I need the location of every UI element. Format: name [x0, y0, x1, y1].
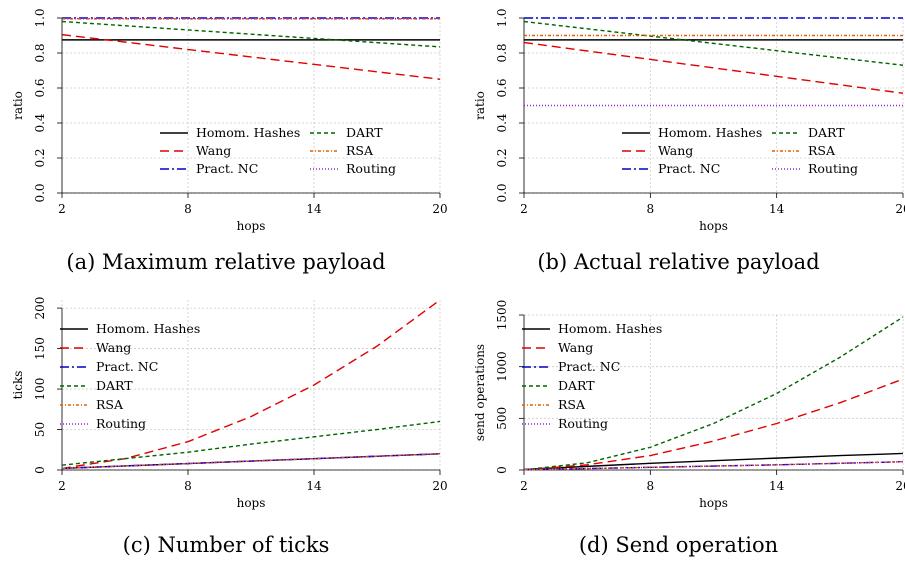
y-axis-label: send operations — [473, 344, 487, 441]
x-tick-label: 2 — [58, 202, 66, 216]
legend-label: Homom. Hashes — [96, 321, 200, 336]
legend-label: RSA — [808, 143, 836, 158]
chart-c: 0 50 100 150 200 2 8 14 20 hops ticks Homom. Hashes… — [11, 297, 448, 510]
series-line-wang — [523, 378, 904, 471]
series-line-dart — [523, 316, 904, 471]
legend-label: Homom. Hashes — [658, 125, 762, 140]
y-tick-label: 0.6 — [33, 78, 47, 97]
legend-label: RSA — [96, 397, 124, 412]
y-tick-label: 500 — [495, 407, 509, 430]
x-tick-label: 2 — [520, 202, 528, 216]
x-axis-label: hops — [699, 219, 728, 233]
x-tick-label: 8 — [184, 202, 192, 216]
legend-label: Homom. Hashes — [558, 321, 662, 336]
x-tick-label: 8 — [647, 202, 655, 216]
x-tick-label: 20 — [895, 202, 905, 216]
legend-label: Routing — [346, 161, 396, 176]
legend-label: RSA — [558, 397, 586, 412]
y-tick-label: 0 — [33, 466, 47, 474]
series-line-wang — [61, 33, 441, 80]
x-tick-label: 20 — [895, 479, 905, 493]
y-tick-label: 1.0 — [33, 8, 47, 27]
legend-label: Wang — [558, 340, 593, 355]
x-axis-label: hops — [699, 496, 728, 510]
x-tick-label: 14 — [769, 479, 785, 493]
y-tick-label: 50 — [33, 422, 47, 437]
y-tick-label: 150 — [33, 337, 47, 360]
x-tick-label: 20 — [432, 479, 447, 493]
y-tick-label: 0.8 — [495, 43, 509, 62]
chart-d: 0 500 1000 1500 2 8 14 20 hops send operations Hom… — [473, 300, 905, 510]
series-line-routing — [61, 453, 441, 470]
chart-a: 0.0 0.2 0.4 0.6 0.8 1.0 2 8 14 20 hops ratio Homom. … — [11, 8, 448, 233]
series-line-wang — [523, 41, 904, 94]
x-tick-label: 14 — [769, 202, 785, 216]
y-tick-label: 200 — [33, 297, 47, 320]
x-axis-label: hops — [237, 496, 266, 510]
y-axis-label: ratio — [11, 91, 25, 120]
legend-label: DART — [808, 125, 845, 140]
x-tick-label: 2 — [520, 479, 528, 493]
y-tick-label: 0.2 — [495, 148, 509, 167]
legend-label: Wang — [658, 143, 693, 158]
y-tick-label: 1.0 — [495, 8, 509, 27]
x-tick-label: 14 — [306, 202, 322, 216]
series-line-routing — [523, 461, 904, 471]
x-tick-label: 20 — [432, 202, 447, 216]
y-axis-label: ticks — [11, 371, 25, 400]
legend-label: Pract. NC — [558, 359, 620, 374]
legend-label: Routing — [96, 416, 146, 431]
legend-label: DART — [96, 378, 133, 393]
x-tick-label: 8 — [647, 479, 655, 493]
x-tick-label: 8 — [184, 479, 192, 493]
y-tick-label: 0.4 — [495, 113, 509, 132]
y-axis-label: ratio — [473, 91, 487, 120]
y-tick-label: 0.6 — [495, 78, 509, 97]
legend-label: Pract. NC — [96, 359, 158, 374]
y-tick-label: 1000 — [495, 351, 509, 382]
legend-label: Pract. NC — [196, 161, 258, 176]
y-tick-label: 0.8 — [33, 43, 47, 62]
legend-label: DART — [346, 125, 383, 140]
y-tick-label: 0.2 — [33, 148, 47, 167]
y-tick-label: 0.0 — [495, 183, 509, 202]
caption-d: (d) Send operation — [578, 533, 779, 557]
y-tick-label: 0 — [495, 466, 509, 474]
x-axis-label: hops — [237, 219, 266, 233]
y-tick-label: 0.4 — [33, 113, 47, 132]
legend-label: Routing — [558, 416, 608, 431]
legend-label: Wang — [96, 340, 131, 355]
legend-label: Wang — [196, 143, 231, 158]
y-tick-label: 1500 — [495, 300, 509, 331]
x-tick-label: 14 — [306, 479, 322, 493]
caption-a: (a) Maximum relative payload — [66, 250, 386, 274]
series-line-dart — [61, 420, 441, 466]
y-tick-label: 0.0 — [33, 183, 47, 202]
caption-c: (c) Number of ticks — [122, 533, 330, 557]
chart-b: 0.0 0.2 0.4 0.6 0.8 1.0 2 8 14 20 hops ratio Homom. … — [473, 8, 905, 233]
legend-label: RSA — [346, 143, 374, 158]
caption-b: (b) Actual relative payload — [537, 250, 820, 274]
series-line-dart — [61, 20, 441, 48]
legend-label: Routing — [808, 161, 858, 176]
x-tick-label: 2 — [58, 479, 66, 493]
legend-label: Homom. Hashes — [196, 125, 300, 140]
series-line-dart — [523, 20, 904, 66]
y-tick-label: 100 — [33, 378, 47, 401]
legend-label: Pract. NC — [658, 161, 720, 176]
legend-label: DART — [558, 378, 595, 393]
series-line-homom-hashes — [523, 452, 904, 471]
